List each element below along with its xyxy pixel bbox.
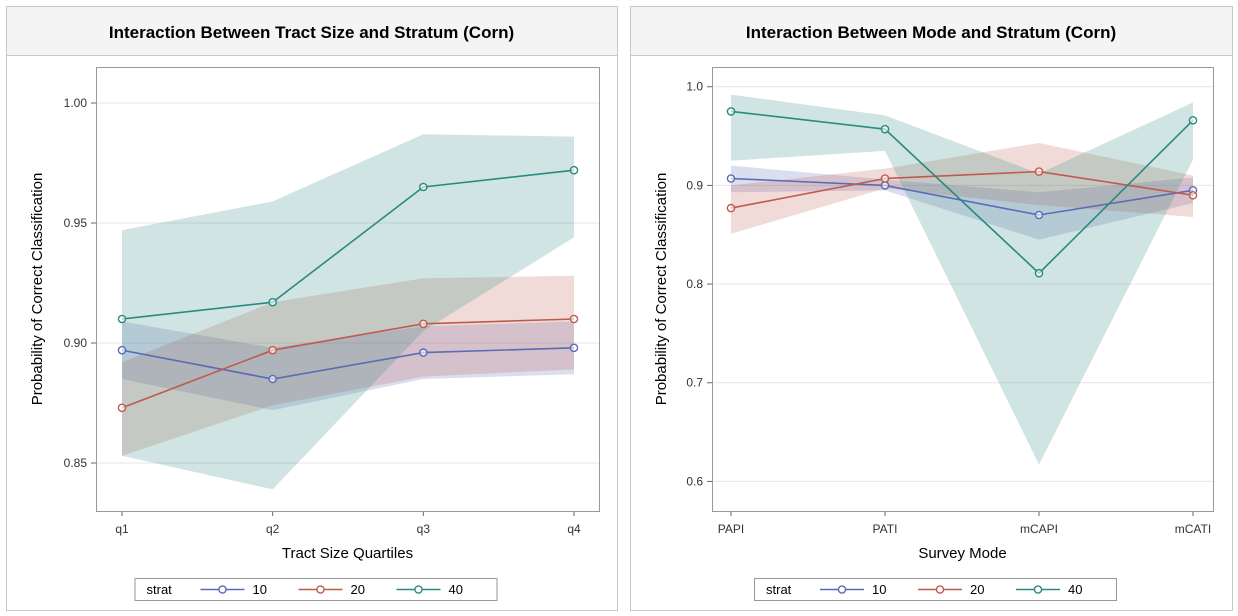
confidence-band-20	[731, 142, 1193, 234]
series-line-20	[730, 170, 1194, 209]
series-line-40	[121, 169, 575, 320]
y-axis-label: Probability of Correct Classification	[653, 173, 670, 406]
data-point-20	[117, 403, 127, 413]
series-line-40	[730, 110, 1194, 275]
series-line-20	[121, 318, 575, 409]
data-point-20	[268, 345, 277, 355]
data-point-10	[117, 345, 127, 355]
x-tick-label: PAPI	[718, 522, 744, 536]
legend-marker-20	[316, 585, 325, 594]
plot-area	[712, 67, 1214, 512]
legend: strat 10 20 40	[754, 578, 1117, 601]
x-axis-label: Survey Mode	[918, 545, 1006, 562]
x-tick-label: q2	[266, 522, 280, 536]
legend-title: strat	[147, 582, 173, 597]
legend-label-40: 40	[449, 582, 463, 597]
x-axis-label: Tract Size Quartiles	[282, 545, 413, 562]
legend-marker-40	[1033, 585, 1043, 594]
y-tick-label: 0.7	[686, 376, 703, 390]
y-tick-label: 0.90	[64, 336, 88, 350]
data-point-40	[569, 165, 579, 175]
data-point-20	[880, 174, 890, 183]
legend-marker-10	[218, 585, 227, 594]
legend-label-40: 40	[1068, 582, 1082, 597]
title-bar	[7, 7, 617, 55]
data-point-40	[726, 107, 736, 116]
legend-marker-40	[414, 585, 423, 594]
x-tick-label: mCAPI	[1020, 522, 1058, 536]
data-point-20	[1188, 190, 1198, 200]
legend-marker-10	[837, 585, 847, 594]
data-point-40	[1034, 268, 1044, 278]
x-tick-label: q4	[567, 522, 581, 536]
panel-frame	[6, 6, 618, 611]
x-tick-label: q1	[115, 522, 129, 536]
y-tick-label: 0.9	[686, 178, 703, 192]
data-point-40	[419, 182, 428, 192]
y-tick-label: 0.6	[686, 474, 703, 488]
data-point-10	[268, 374, 277, 384]
data-point-10	[419, 348, 428, 357]
legend-label-10: 10	[872, 582, 886, 597]
y-axis-label: Probability of Correct Classification	[29, 173, 46, 406]
y-tick-label: 0.85	[64, 456, 88, 470]
legend-label-20: 20	[351, 582, 365, 597]
data-point-20	[569, 314, 579, 324]
confidence-band-40	[731, 94, 1193, 465]
data-point-20	[1034, 167, 1044, 176]
x-tick-label: q3	[417, 522, 431, 536]
legend: strat 10 20 40	[134, 578, 498, 601]
legend-label-10: 10	[253, 582, 267, 597]
series-line-10	[121, 347, 575, 380]
chart-title: Interaction Between Tract Size and Strat…	[109, 23, 514, 42]
y-tick-label: 1.00	[64, 96, 88, 110]
data-point-10	[726, 174, 736, 183]
data-point-10	[1034, 210, 1044, 220]
legend-label-20: 20	[970, 582, 984, 597]
y-tick-label: 1.0	[686, 80, 703, 94]
data-point-40	[880, 124, 890, 134]
panel-frame	[630, 6, 1233, 611]
chart-title: Interaction Between Mode and Stratum (Co…	[746, 23, 1116, 42]
data-point-40	[1188, 115, 1198, 125]
data-point-10	[880, 181, 890, 190]
data-point-40	[117, 314, 127, 324]
chart-panel-2: Interaction Between Mode and Stratum (Co…	[630, 6, 1233, 611]
legend-title: strat	[766, 582, 792, 597]
plot-area	[96, 67, 600, 512]
data-point-20	[726, 203, 736, 213]
y-tick-label: 0.8	[686, 277, 703, 291]
data-point-20	[419, 319, 428, 329]
title-bar	[631, 7, 1232, 55]
x-tick-label: PATI	[873, 522, 898, 536]
data-point-40	[268, 297, 277, 307]
x-tick-label: mCATI	[1175, 522, 1211, 536]
y-tick-label: 0.95	[64, 216, 88, 230]
legend-marker-20	[935, 585, 945, 594]
chart-panel-1: Interaction Between Tract Size and Strat…	[6, 6, 618, 611]
data-point-10	[569, 343, 579, 353]
confidence-band-40	[122, 134, 574, 490]
